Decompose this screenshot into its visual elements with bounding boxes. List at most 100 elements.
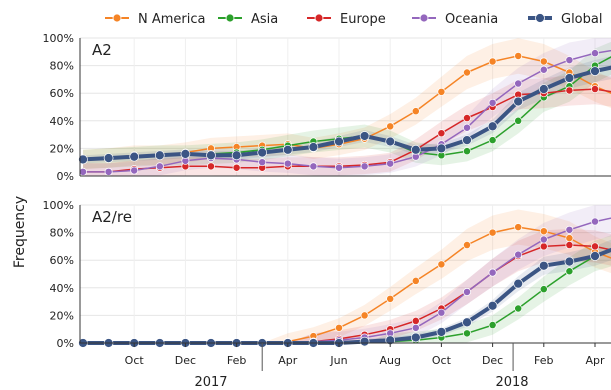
data-point	[462, 135, 472, 145]
legend: N America Asia Europe Oceania Global	[105, 12, 602, 27]
y-tick-label: 40%	[50, 282, 74, 295]
x-tick-label: Dec	[175, 354, 196, 367]
data-point	[565, 267, 574, 276]
x-tick-label: Oct	[432, 354, 452, 367]
y-tick-label: 0%	[57, 337, 74, 350]
data-point	[359, 131, 370, 141]
data-point	[386, 159, 395, 168]
data-point	[514, 51, 523, 60]
legend-label: Asia	[251, 12, 278, 27]
data-point	[386, 294, 395, 303]
data-point	[463, 287, 471, 296]
data-point	[539, 235, 548, 244]
data-point	[538, 260, 549, 271]
panel-label: A2/re	[92, 208, 132, 226]
data-point	[463, 123, 471, 132]
data-point	[258, 158, 267, 167]
y-tick-label: 80%	[50, 60, 74, 73]
data-point	[79, 167, 87, 176]
data-point	[488, 136, 497, 145]
data-point	[308, 142, 319, 152]
data-point	[437, 129, 446, 138]
legend-swatch-marker	[225, 13, 235, 23]
data-point	[487, 300, 498, 311]
data-point	[514, 250, 523, 259]
data-point	[154, 150, 165, 161]
data-point	[513, 96, 524, 107]
data-point	[335, 323, 343, 332]
data-point	[591, 49, 599, 58]
x-tick-label: Feb	[534, 354, 553, 367]
data-point	[565, 56, 574, 65]
data-point	[437, 308, 446, 317]
data-point	[488, 228, 497, 237]
data-point	[231, 150, 242, 161]
confidence-band	[83, 209, 611, 343]
data-point	[155, 162, 164, 171]
data-point	[591, 242, 599, 251]
y-tick-label: 20%	[50, 309, 74, 322]
data-point	[334, 136, 344, 147]
legend-label: Oceania	[445, 12, 498, 27]
data-point	[514, 116, 523, 125]
data-point	[385, 136, 396, 147]
data-point	[411, 276, 420, 285]
data-point	[539, 57, 548, 66]
data-point	[78, 154, 88, 165]
confidence-band	[83, 38, 611, 176]
y-axis-label: Frequency	[12, 196, 28, 268]
confidence-band	[83, 228, 611, 343]
data-point	[257, 147, 268, 158]
data-point	[207, 162, 215, 171]
legend-label: Global	[561, 12, 602, 27]
panel-label: A2	[92, 41, 112, 59]
data-point	[180, 149, 191, 159]
panel-1: 0% 20% 40% 60% 80% 100% A2	[43, 32, 611, 183]
data-point	[282, 144, 293, 155]
data-point	[488, 268, 497, 277]
y-tick-label: 60%	[50, 254, 74, 267]
data-point	[104, 167, 113, 176]
legend-swatch-marker	[419, 13, 429, 23]
x-tick-label: Apr	[278, 354, 298, 367]
data-point	[565, 86, 574, 95]
legend-swatch-marker	[314, 13, 324, 23]
data-point	[462, 317, 472, 328]
data-point	[463, 147, 471, 156]
data-point	[130, 166, 139, 175]
data-point	[514, 223, 523, 232]
panel-2: 0% 20% 40% 60% 80% 100% A2/re	[43, 199, 611, 350]
x-tick-label: Aug	[379, 354, 400, 367]
confidence-band	[83, 56, 611, 164]
confidence-band	[83, 38, 611, 169]
legend-label: Europe	[340, 12, 386, 27]
x-tick-label: Feb	[227, 354, 246, 367]
x-tick-label: Oct	[125, 354, 145, 367]
x-tick-label: Dec	[482, 354, 503, 367]
data-point	[411, 316, 420, 325]
data-point	[488, 321, 497, 330]
data-point	[206, 150, 216, 161]
data-point	[590, 66, 600, 76]
data-point	[359, 336, 370, 347]
data-point	[539, 285, 548, 294]
data-point	[411, 107, 420, 116]
data-point	[463, 241, 471, 249]
data-point	[436, 143, 447, 154]
data-point	[487, 121, 498, 132]
data-point	[564, 73, 575, 83]
data-point	[564, 256, 575, 267]
data-point	[463, 68, 471, 77]
data-point	[410, 332, 421, 343]
data-point	[129, 151, 140, 162]
legend-swatch-marker	[112, 13, 122, 23]
data-point	[232, 163, 241, 172]
data-point	[411, 323, 420, 332]
data-point	[360, 162, 369, 171]
year-label: 2018	[495, 375, 528, 390]
data-point	[488, 57, 497, 66]
confidence-band	[83, 239, 611, 343]
y-tick-label: 0%	[57, 170, 74, 183]
confidence-band	[83, 41, 611, 169]
x-tick-label: Jun	[329, 354, 347, 367]
